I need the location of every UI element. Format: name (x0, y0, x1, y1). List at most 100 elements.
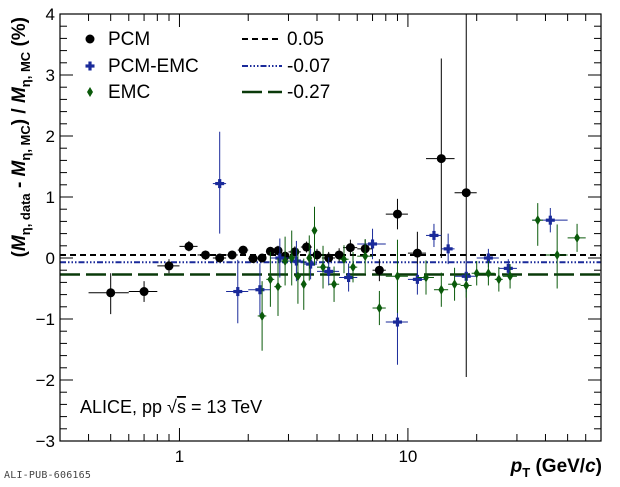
marker-circle (200, 250, 210, 260)
marker-circle (392, 209, 402, 219)
y-tick-label: −2 (36, 371, 55, 390)
marker-diamond (495, 274, 502, 285)
data-point (317, 257, 340, 286)
data-point (481, 261, 495, 286)
y-axis-title-s1: η, data (18, 193, 33, 236)
data-point (274, 258, 282, 316)
data-point (248, 254, 258, 264)
marker-diamond (300, 279, 307, 290)
data-point (357, 239, 373, 274)
data-point (248, 263, 271, 316)
marker-circle (345, 243, 355, 253)
x-axis-title-sub: T (522, 465, 530, 480)
legend-entry-pcm: PCM (85, 29, 150, 50)
y-axis-title-minus: - (9, 176, 30, 193)
data-point (385, 279, 408, 365)
data-point (385, 198, 408, 230)
y-axis-title-m2: M (9, 159, 30, 176)
data-point (237, 245, 249, 255)
data-point (357, 228, 386, 260)
axes: −3 −2 −1 0 1 2 3 4 1 10 (36, 5, 602, 466)
data-point (502, 264, 517, 289)
data-point (288, 230, 295, 286)
x-tick-label: 1 (175, 447, 184, 466)
marker-diamond (473, 268, 480, 279)
y-tick-label: −1 (36, 310, 55, 329)
data-point (417, 260, 434, 295)
marker-diamond (376, 303, 383, 314)
marker-diamond (288, 253, 295, 263)
annotation-suffix: = 13 TeV (186, 397, 262, 417)
marker-circle (374, 265, 384, 275)
marker-circle (436, 154, 446, 164)
annotation-prefix: ALICE, pp (80, 397, 167, 417)
data-point (532, 203, 543, 246)
legend: PCM PCM-EMC EMC 0.05 -0.07 -0.27 (85, 29, 330, 103)
legend-label: EMC (108, 82, 150, 103)
y-tick-label: 3 (46, 66, 55, 85)
series-emc (257, 203, 586, 351)
marker-diamond (534, 215, 541, 226)
marker-cross-v (347, 273, 351, 283)
x-tick-label: 10 (398, 447, 417, 466)
y-tick-label: 1 (46, 188, 55, 207)
legend-label: PCM-EMC (108, 56, 199, 77)
marker-diamond (451, 279, 458, 290)
data-point (266, 251, 275, 307)
y-axis-title-mid: ) / (9, 103, 30, 125)
marker-cross-v (309, 259, 313, 269)
series-pcm-emc (212, 131, 568, 365)
data-point (441, 233, 455, 265)
data-point (460, 273, 472, 298)
data-point (294, 248, 301, 304)
marker-cross-v (370, 239, 375, 249)
data-point (426, 223, 442, 248)
marker-diamond (485, 268, 492, 279)
y-axis-title-open: ( (9, 250, 30, 257)
marker-cross-v (548, 215, 552, 225)
marker-circle (227, 250, 237, 260)
marker-diamond (507, 271, 514, 282)
x-axis-title: pT (GeV/c) (510, 456, 602, 480)
marker-cross-v (327, 266, 331, 276)
y-tick-label: −3 (36, 432, 55, 451)
x-axis-title-unit-c: c (585, 456, 596, 477)
marker-circle (164, 261, 174, 271)
y-axis-title-unit: (%) (9, 17, 30, 52)
y-axis-title-m1: M (9, 234, 30, 251)
data-point (494, 267, 503, 292)
annotation-s: s (177, 397, 186, 417)
data-point (372, 290, 386, 326)
marker-diamond (331, 279, 338, 290)
x-axis-title-p: p (510, 456, 523, 477)
marker-cross-v (506, 263, 510, 273)
data-point (372, 259, 386, 282)
data-point (385, 239, 408, 313)
data-point (545, 224, 568, 289)
marker-cross-v (294, 256, 299, 266)
marker-diamond (554, 249, 561, 260)
y-tick-label: 0 (46, 249, 55, 268)
data-point (306, 235, 313, 281)
legend-entry-line: 0.05 (242, 29, 324, 50)
data-point (311, 206, 318, 266)
data-point (433, 272, 449, 307)
marker-cross-v (395, 317, 400, 327)
data-point (226, 250, 238, 260)
marker-diamond (574, 232, 581, 243)
data-point (567, 223, 586, 252)
marker-diamond (282, 256, 289, 267)
marker-cross-v (88, 61, 92, 71)
marker-cross-v (278, 253, 282, 263)
marker-circle (248, 254, 258, 264)
y-tick-label: 2 (46, 127, 55, 146)
marker-diamond (438, 284, 445, 295)
marker-circle (312, 250, 322, 260)
marker-diamond (259, 310, 266, 321)
marker-circle (290, 247, 300, 257)
data-point (212, 253, 227, 263)
marker-diamond (306, 253, 313, 263)
data-point (476, 248, 499, 268)
marker-cross-v (486, 253, 490, 263)
